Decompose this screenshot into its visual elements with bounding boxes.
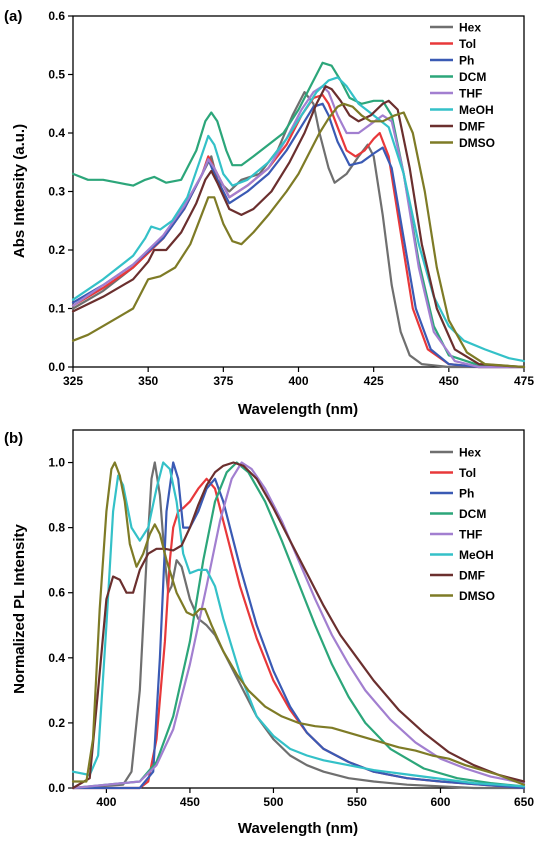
legend-label-tol: Tol [459, 37, 476, 51]
series-line-dcm [71, 461, 526, 790]
x-tick-label: 650 [514, 795, 534, 809]
x-axis-title-b: Wavelength (nm) [238, 820, 358, 837]
series-line-tol [71, 477, 526, 790]
series-line-dmf [71, 85, 526, 369]
series-line-meoh [71, 461, 526, 788]
y-tick-label: 0.1 [48, 302, 65, 316]
series-line-hex [71, 461, 526, 790]
y-tick-label: 0.4 [48, 126, 65, 140]
x-tick-label: 400 [288, 374, 308, 388]
legend-label-tol: Tol [459, 466, 476, 480]
panel-label-a: (a) [4, 8, 22, 25]
x-ticks-a: 325 350 375 400 425 450 475 [63, 367, 534, 388]
x-tick-label: 375 [213, 374, 233, 388]
legend-label-ph: Ph [459, 54, 474, 68]
x-tick-label: 475 [514, 374, 534, 388]
series-line-dcm [71, 61, 526, 369]
series-line-dmso [71, 102, 526, 369]
series-lines-a [71, 61, 526, 369]
y-tick-label: 0.3 [48, 185, 65, 199]
y-tick-label: 0.8 [48, 521, 65, 535]
series-line-thf [71, 85, 526, 369]
plot-frame-b [72, 429, 525, 789]
series-line-dmf [71, 461, 526, 790]
legend-label-dmso: DMSO [459, 136, 495, 150]
x-tick-label: 450 [180, 795, 200, 809]
x-tick-label: 450 [439, 374, 459, 388]
series-line-tol [71, 93, 526, 369]
x-ticks-b: 400 450 500 550 600 650 [96, 788, 534, 809]
legend-label-dmf: DMF [459, 569, 485, 583]
y-axis-title-a: Abs Intensity (a.u.) [11, 124, 28, 258]
x-tick-label: 550 [347, 795, 367, 809]
legend-a: Hex Tol Ph DCM THF MeOH DMF DMSO [430, 21, 495, 150]
legend-label-thf: THF [459, 528, 482, 542]
y-ticks-b: 0.0 0.2 0.4 0.6 0.8 1.0 [48, 456, 73, 795]
panel-label-b: (b) [4, 430, 23, 447]
legend-label-dmso: DMSO [459, 589, 495, 603]
series-line-hex [71, 91, 526, 369]
plot-frame-a [72, 15, 525, 368]
series-line-ph [71, 461, 526, 790]
legend-label-dmf: DMF [459, 120, 485, 134]
y-tick-label: 1.0 [48, 456, 65, 470]
legend-label-dcm: DCM [459, 507, 486, 521]
y-tick-label: 0.4 [48, 651, 65, 665]
legend-label-meoh: MeOH [459, 103, 494, 117]
x-tick-label: 350 [138, 374, 158, 388]
series-line-meoh [71, 76, 526, 363]
y-tick-label: 0.6 [48, 586, 65, 600]
legend-label-dcm: DCM [459, 70, 486, 84]
series-lines-b [71, 461, 526, 790]
series-line-thf [71, 461, 526, 790]
panel-a: (a) 0.0 0.1 0.2 0.3 0.4 0.5 0.6 325 350 375 400 42… [4, 8, 534, 418]
legend-label-hex: Hex [459, 446, 481, 460]
y-tick-label: 0.2 [48, 716, 65, 730]
x-tick-label: 400 [96, 795, 116, 809]
legend-label-ph: Ph [459, 487, 474, 501]
y-tick-label: 0.0 [48, 360, 65, 374]
y-tick-label: 0.5 [48, 68, 65, 82]
y-axis-title-b: Normalized PL Intensity [11, 523, 28, 693]
x-tick-label: 325 [63, 374, 83, 388]
x-tick-label: 425 [364, 374, 384, 388]
x-tick-label: 600 [430, 795, 450, 809]
y-tick-label: 0.0 [48, 781, 65, 795]
series-line-dmso [71, 461, 526, 786]
legend-label-thf: THF [459, 87, 482, 101]
panel-b: (b) 0.0 0.2 0.4 0.6 0.8 1.0 400 450 500 550 600 65… [4, 429, 534, 837]
legend-label-hex: Hex [459, 21, 481, 35]
x-tick-label: 500 [263, 795, 283, 809]
legend-label-meoh: MeOH [459, 548, 494, 562]
y-tick-label: 0.6 [48, 9, 65, 23]
legend-b: Hex Tol Ph DCM THF MeOH DMF DMSO [430, 446, 495, 603]
x-axis-title-a: Wavelength (nm) [238, 401, 358, 418]
y-tick-label: 0.2 [48, 243, 65, 257]
y-ticks-a: 0.0 0.1 0.2 0.3 0.4 0.5 0.6 [48, 9, 73, 374]
